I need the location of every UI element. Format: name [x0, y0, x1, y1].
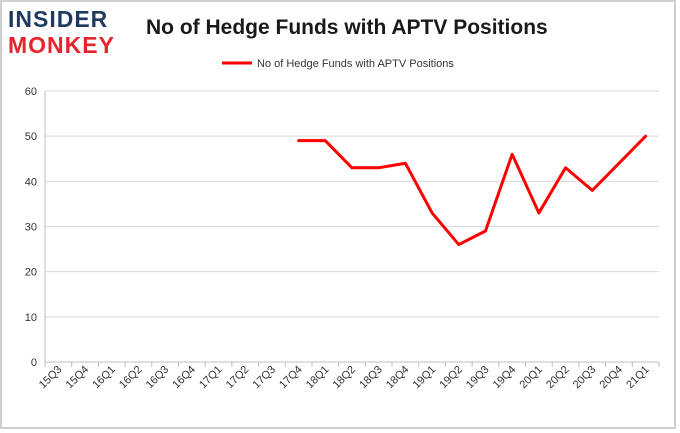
y-tick-label: 10	[25, 312, 37, 324]
x-tick-label: 18Q3	[357, 364, 385, 392]
y-tick-label: 30	[25, 222, 37, 234]
x-tick-label: 20Q3	[571, 364, 599, 392]
x-tick-label: 19Q1	[411, 364, 439, 392]
x-tick-label: 15Q3	[37, 364, 65, 392]
chart-title: No of Hedge Funds with APTV Positions	[146, 16, 548, 39]
x-tick-label: 19Q4	[491, 364, 519, 392]
logo-line-1: INSIDER	[8, 6, 109, 32]
y-tick-label: 0	[31, 357, 37, 369]
legend-label: No of Hedge Funds with APTV Positions	[257, 58, 454, 70]
x-tick-label: 17Q1	[197, 364, 225, 392]
insider-monkey-logo: INSIDER MONKEY	[8, 6, 130, 58]
x-tick-label: 16Q1	[90, 364, 118, 392]
x-tick-label: 16Q4	[170, 364, 198, 392]
series-line-0	[297, 134, 648, 247]
y-tick-label: 50	[25, 131, 37, 143]
x-tick-label: 20Q2	[544, 364, 572, 392]
y-tick-label: 60	[25, 86, 37, 98]
y-tick-label: 20	[25, 267, 37, 279]
x-tick-label: 18Q2	[331, 364, 359, 392]
x-tick-label: 18Q4	[384, 364, 412, 392]
x-tick-label: 17Q4	[277, 364, 305, 392]
series-layer	[297, 134, 648, 247]
x-tick-label: 19Q3	[464, 364, 492, 392]
x-tick-label: 18Q1	[304, 364, 332, 392]
x-tick-label: 17Q2	[224, 364, 252, 392]
x-tick-label: 21Q1	[624, 364, 652, 392]
grid-layer	[45, 90, 659, 318]
logo-line-2: MONKEY	[8, 32, 115, 58]
x-tick-label: 19Q2	[437, 364, 465, 392]
x-tick-label: 16Q3	[144, 364, 172, 392]
x-tick-label: 15Q4	[64, 364, 92, 392]
x-tick-label: 20Q4	[598, 364, 626, 392]
x-tick-label: 20Q1	[517, 364, 545, 392]
y-tick-label: 40	[25, 176, 37, 188]
x-tick-label: 17Q3	[251, 364, 279, 392]
x-tick-label: 16Q2	[117, 364, 145, 392]
legend: No of Hedge Funds with APTV Positions	[222, 58, 454, 70]
